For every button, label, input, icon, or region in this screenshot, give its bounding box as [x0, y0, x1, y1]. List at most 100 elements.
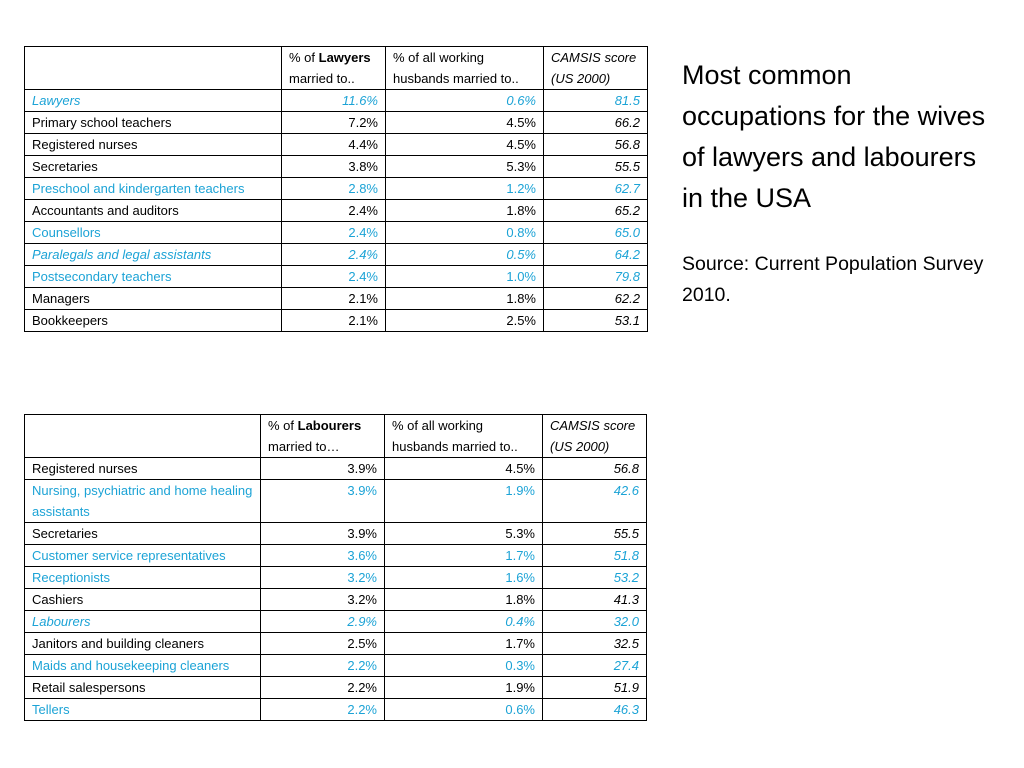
header-pct-all-line2: husbands married to..	[392, 439, 518, 454]
camsis-cell: 53.2	[542, 566, 647, 589]
occupation-cell: Retail salespersons	[24, 676, 261, 699]
occupation-cell: Maids and housekeeping cleaners	[24, 654, 261, 677]
labourers-wives-table: % of Labourers married to… % of all worki…	[24, 414, 647, 721]
pct-of-group-cell: 2.5%	[260, 632, 385, 655]
pct-of-group-cell: 3.9%	[260, 479, 385, 523]
occupation-cell: Secretaries	[24, 522, 261, 545]
header-pct-all: % of all working husbands married to..	[385, 46, 544, 90]
pct-of-group-cell: 3.8%	[281, 155, 386, 178]
table-row: Managers 2.1% 1.8% 62.2	[24, 287, 648, 310]
camsis-cell: 32.5	[542, 632, 647, 655]
occupation-cell: Janitors and building cleaners	[24, 632, 261, 655]
pct-of-group-cell: 3.2%	[260, 588, 385, 611]
header-camsis-line2: (US 2000)	[551, 71, 611, 86]
table-row: Accountants and auditors 2.4% 1.8% 65.2	[24, 199, 648, 222]
pct-all-cell: 1.6%	[384, 566, 543, 589]
table-row: Labourers 2.9% 0.4% 32.0	[24, 610, 647, 633]
camsis-cell: 66.2	[543, 111, 648, 134]
table-row: Maids and housekeeping cleaners 2.2% 0.3% 2…	[24, 654, 647, 677]
pct-all-cell: 0.4%	[384, 610, 543, 633]
header-camsis: CAMSIS score (US 2000)	[542, 414, 647, 458]
pct-of-group-cell: 2.2%	[260, 654, 385, 677]
pct-all-cell: 1.8%	[385, 287, 544, 310]
occupation-cell: Customer service representatives	[24, 544, 261, 567]
header-occupation-cell	[24, 46, 282, 90]
occupation-cell: Preschool and kindergarten teachers	[24, 177, 282, 200]
pct-all-cell: 1.8%	[384, 588, 543, 611]
lawyers-wives-table: % of Lawyers married to.. % of all workin…	[24, 46, 648, 332]
header-pct-all-line2: husbands married to..	[393, 71, 519, 86]
camsis-cell: 51.9	[542, 676, 647, 699]
camsis-cell: 27.4	[542, 654, 647, 677]
occupation-cell: Labourers	[24, 610, 261, 633]
pct-all-cell: 1.8%	[385, 199, 544, 222]
camsis-cell: 32.0	[542, 610, 647, 633]
pct-of-group-cell: 4.4%	[281, 133, 386, 156]
pct-all-cell: 0.6%	[384, 698, 543, 721]
table-row: Janitors and building cleaners 2.5% 1.7% 32…	[24, 632, 647, 655]
camsis-cell: 62.7	[543, 177, 648, 200]
camsis-cell: 46.3	[542, 698, 647, 721]
occupation-cell: Lawyers	[24, 89, 282, 112]
header-camsis-line1: CAMSIS score	[551, 50, 637, 65]
pct-all-cell: 4.5%	[385, 111, 544, 134]
header-camsis-line1: CAMSIS score	[550, 418, 636, 433]
pct-all-cell: 1.7%	[384, 632, 543, 655]
pct-all-cell: 1.9%	[384, 676, 543, 699]
pct-of-group-cell: 2.4%	[281, 221, 386, 244]
header-camsis-line2: (US 2000)	[550, 439, 610, 454]
table-row: Customer service representatives 3.6% 1.7%…	[24, 544, 647, 567]
pct-all-cell: 0.5%	[385, 243, 544, 266]
camsis-cell: 56.8	[542, 457, 647, 480]
table-row: Lawyers 11.6% 0.6% 81.5	[24, 89, 648, 112]
header-group-name: Lawyers	[318, 50, 371, 65]
occupation-cell: Bookkeepers	[24, 309, 282, 332]
header-group-name: Labourers	[297, 418, 362, 433]
header-pct-all: % of all working husbands married to..	[384, 414, 543, 458]
table-row: Secretaries 3.8% 5.3% 55.5	[24, 155, 648, 178]
camsis-cell: 53.1	[543, 309, 648, 332]
pct-of-group-cell: 2.2%	[260, 676, 385, 699]
table-row: Paralegals and legal assistants 2.4% 0.5% 6…	[24, 243, 648, 266]
header-pct-of-group: % of Lawyers married to..	[281, 46, 386, 90]
occupation-cell: Registered nurses	[24, 133, 282, 156]
pct-of-group-cell: 2.8%	[281, 177, 386, 200]
pct-all-cell: 1.2%	[385, 177, 544, 200]
pct-of-group-cell: 2.4%	[281, 199, 386, 222]
table-row: Registered nurses 4.4% 4.5% 56.8	[24, 133, 648, 156]
occupation-cell: Counsellors	[24, 221, 282, 244]
pct-of-group-cell: 2.1%	[281, 309, 386, 332]
header-pct-prefix: % of	[289, 50, 319, 65]
pct-of-group-cell: 2.9%	[260, 610, 385, 633]
pct-of-group-cell: 11.6%	[281, 89, 386, 112]
pct-all-cell: 0.6%	[385, 89, 544, 112]
pct-of-group-cell: 3.9%	[260, 457, 385, 480]
pct-of-group-cell: 2.2%	[260, 698, 385, 721]
occupation-cell: Nursing, psychiatric and home healing as…	[24, 479, 261, 523]
table-row: Tellers 2.2% 0.6% 46.3	[24, 698, 647, 721]
table-header-row: % of Lawyers married to.. % of all workin…	[24, 46, 648, 90]
header-pct-prefix: % of	[268, 418, 298, 433]
pct-all-cell: 0.8%	[385, 221, 544, 244]
occupation-cell: Receptionists	[24, 566, 261, 589]
table-row: Receptionists 3.2% 1.6% 53.2	[24, 566, 647, 589]
camsis-cell: 56.8	[543, 133, 648, 156]
pct-of-group-cell: 3.2%	[260, 566, 385, 589]
header-pct-all-line1: % of all working	[393, 50, 485, 65]
occupation-cell: Cashiers	[24, 588, 261, 611]
table-row: Preschool and kindergarten teachers 2.8% 1…	[24, 177, 648, 200]
camsis-cell: 65.0	[543, 221, 648, 244]
source-note: Source: Current Population Survey 2010.	[682, 253, 984, 306]
camsis-cell: 41.3	[542, 588, 647, 611]
pct-all-cell: 5.3%	[385, 155, 544, 178]
header-pct-all-line1: % of all working	[392, 418, 484, 433]
table-row: Counsellors 2.4% 0.8% 65.0	[24, 221, 648, 244]
camsis-cell: 64.2	[543, 243, 648, 266]
table-row: Postsecondary teachers 2.4% 1.0% 79.8	[24, 265, 648, 288]
header-pct-of-group: % of Labourers married to…	[260, 414, 385, 458]
table-row: Nursing, psychiatric and home healing as…	[24, 479, 647, 523]
pct-of-group-cell: 3.9%	[260, 522, 385, 545]
pct-all-cell: 1.0%	[385, 265, 544, 288]
camsis-cell: 79.8	[543, 265, 648, 288]
occupation-cell: Registered nurses	[24, 457, 261, 480]
